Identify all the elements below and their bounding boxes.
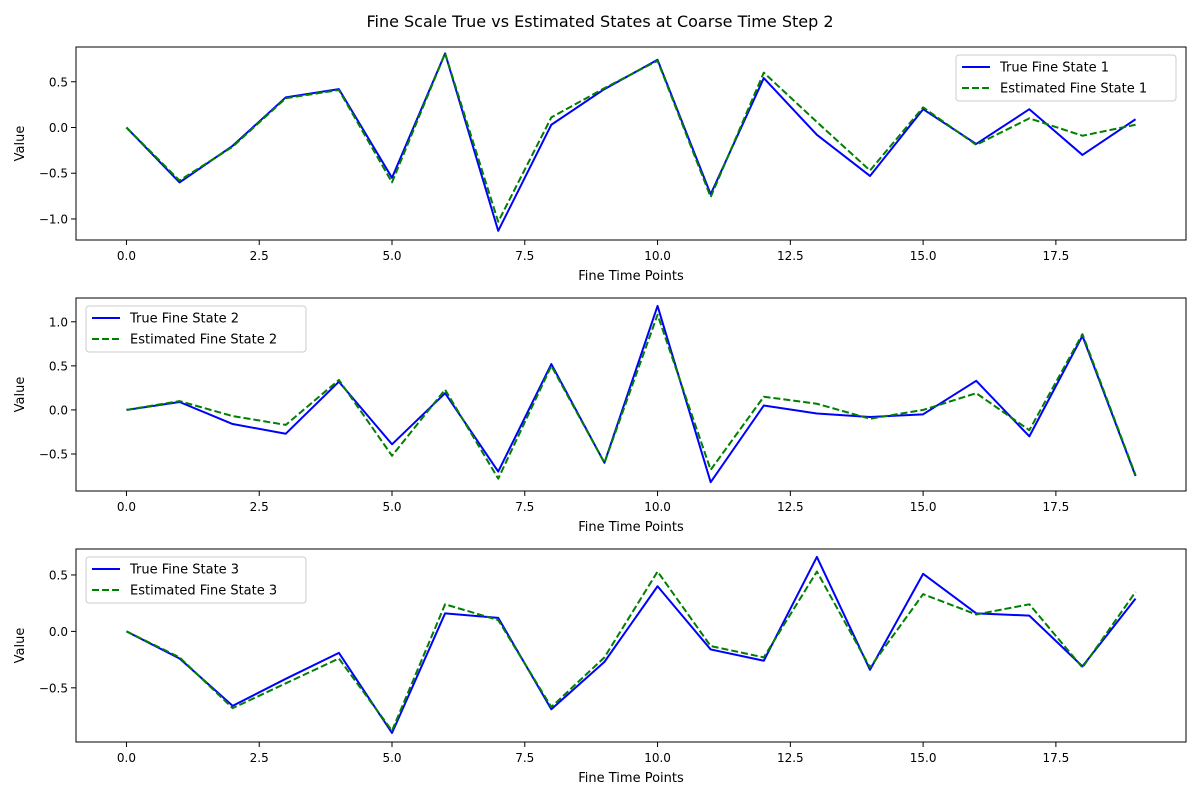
legend-label: Estimated Fine State 1	[1000, 82, 1147, 97]
x-tick-label: 0.0	[117, 751, 136, 765]
y-tick-label: −0.5	[39, 447, 68, 461]
x-axis-label: Fine Time Points	[578, 771, 684, 786]
legend-box	[85, 556, 307, 604]
x-tick-label: 15.0	[910, 249, 937, 263]
x-tick-label: 2.5	[250, 751, 269, 765]
x-tick-label: 12.5	[777, 751, 804, 765]
y-tick-label: −1.0	[39, 212, 68, 226]
subplot-2: 0.0 2.5 5.0 7.5 10.0 12.5 15.0 17.5 −0.5 0.0 0.5 1.…	[13, 297, 1187, 535]
x-tick-label: 17.5	[1043, 500, 1070, 514]
x-tick-label: 12.5	[777, 249, 804, 263]
x-tick-label: 2.5	[250, 500, 269, 514]
x-tick-label: 5.0	[382, 751, 401, 765]
legend: True Fine State 1 Estimated Fine State 1	[955, 54, 1177, 102]
series-line-estimated-3	[126, 570, 1137, 732]
y-axis-label: Value	[13, 628, 28, 664]
y-tick-label: 0.5	[49, 359, 68, 373]
series-line-estimated-2	[126, 313, 1137, 480]
x-tick-label: 10.0	[644, 249, 671, 263]
legend-box	[85, 305, 307, 353]
axes-frame	[75, 548, 1187, 743]
y-tick-label: 0.0	[49, 625, 68, 639]
subplot-3: 0.0 2.5 5.0 7.5 10.0 12.5 15.0 17.5 −0.5 0.0 0.5 Fi…	[13, 548, 1187, 786]
y-axis-label: Value	[13, 377, 28, 413]
x-tick-label: 17.5	[1043, 751, 1070, 765]
figure-title: Fine Scale True vs Estimated States at C…	[366, 12, 834, 31]
y-tick-label: −0.5	[39, 167, 68, 181]
legend-label: Estimated Fine State 2	[130, 333, 277, 348]
legend-label: True Fine State 3	[129, 563, 239, 578]
x-tick-label: 17.5	[1043, 249, 1070, 263]
x-tick-label: 5.0	[382, 500, 401, 514]
y-tick-label: 0.5	[49, 75, 68, 89]
y-tick-label: 0.5	[49, 568, 68, 582]
x-tick-label: 0.0	[117, 500, 136, 514]
x-tick-label: 0.0	[117, 249, 136, 263]
legend-label: True Fine State 2	[129, 312, 239, 327]
y-tick-label: 0.0	[49, 121, 68, 135]
x-tick-label: 12.5	[777, 500, 804, 514]
x-tick-label: 7.5	[515, 500, 534, 514]
y-axis-label: Value	[13, 126, 28, 162]
series-line-true-2	[126, 304, 1137, 484]
y-tick-label: 1.0	[49, 315, 68, 329]
subplot-1: 0.0 2.5 5.0 7.5 10.0 12.5 15.0 17.5 −1.0 −0.5 0.0 0…	[13, 46, 1187, 284]
legend-box	[955, 54, 1177, 102]
x-tick-label: 7.5	[515, 751, 534, 765]
x-tick-label: 15.0	[910, 751, 937, 765]
x-axis-label: Fine Time Points	[578, 520, 684, 535]
x-tick-label: 7.5	[515, 249, 534, 263]
x-tick-label: 2.5	[250, 249, 269, 263]
y-tick-label: 0.0	[49, 403, 68, 417]
y-tick-label: −0.5	[39, 681, 68, 695]
x-tick-label: 5.0	[382, 249, 401, 263]
legend: True Fine State 3 Estimated Fine State 3	[85, 556, 307, 604]
x-axis-label: Fine Time Points	[578, 269, 684, 284]
x-tick-label: 10.0	[644, 751, 671, 765]
series-line-true-3	[125, 555, 1137, 734]
series-line-estimated-1	[125, 52, 1136, 223]
legend-label: Estimated Fine State 3	[130, 584, 277, 599]
legend-label: True Fine State 1	[999, 61, 1109, 76]
x-tick-label: 10.0	[644, 500, 671, 514]
axes-frame	[75, 46, 1187, 241]
axes-frame	[75, 297, 1187, 492]
legend: True Fine State 2 Estimated Fine State 2	[85, 305, 307, 353]
x-tick-label: 15.0	[910, 500, 937, 514]
